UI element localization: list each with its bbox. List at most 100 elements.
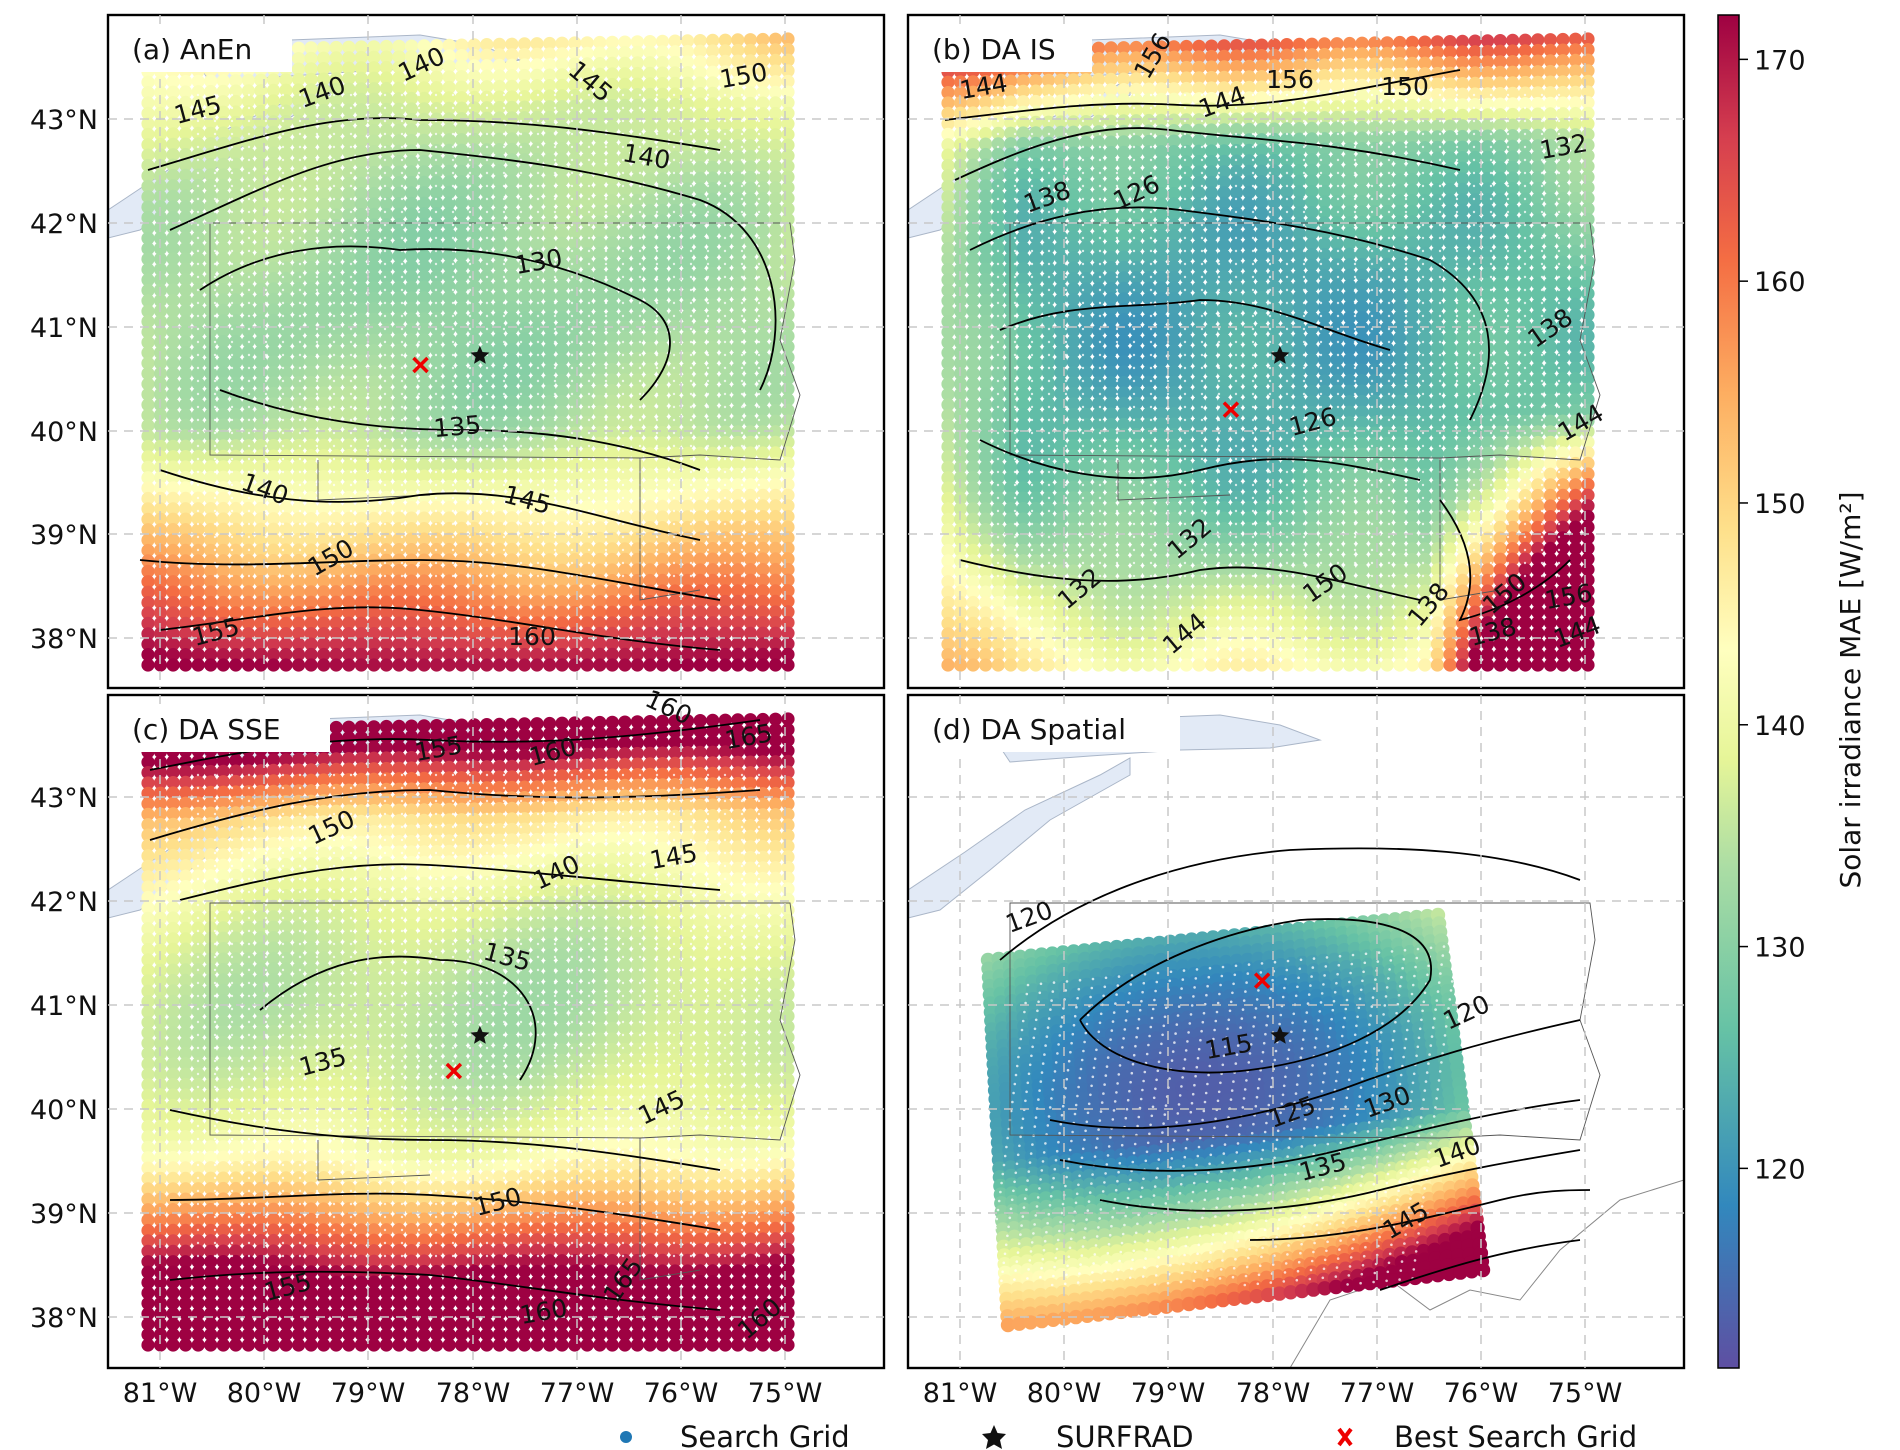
grid-point [266, 386, 281, 400]
grid-point [304, 93, 318, 107]
grid-point [367, 658, 381, 672]
grid-point [292, 135, 306, 149]
grid-point [191, 220, 205, 234]
search-grid-point [468, 106, 472, 110]
search-grid-point [247, 197, 251, 201]
grid-point [480, 258, 494, 273]
search-grid-point [485, 288, 489, 292]
search-grid-point [689, 210, 693, 214]
search-grid-point [502, 418, 506, 422]
search-grid-point [706, 431, 710, 435]
grid-point [266, 83, 281, 97]
grid-point [329, 522, 343, 536]
search-grid-point [536, 535, 540, 539]
search-grid-point [536, 93, 540, 97]
grid-point [367, 281, 381, 295]
grid-point [367, 113, 381, 127]
grid-point [379, 207, 393, 221]
search-grid-point [672, 132, 676, 136]
grid-point [292, 250, 306, 264]
grid-point [455, 374, 469, 388]
grid-point [467, 206, 481, 220]
grid-point [191, 293, 205, 307]
grid-point [304, 532, 318, 547]
grid-point [191, 522, 205, 537]
grid-point [354, 208, 368, 222]
search-grid-point [434, 171, 438, 175]
search-grid-point [672, 327, 676, 331]
grid-point [492, 143, 506, 157]
grid-point [204, 272, 218, 286]
grid-point [430, 437, 444, 452]
grid-point [241, 616, 255, 630]
search-grid-point [468, 158, 472, 162]
search-grid-point [400, 210, 404, 214]
grid-point [342, 250, 356, 264]
search-grid-point [570, 158, 574, 162]
grid-point [367, 480, 381, 494]
grid-point [404, 595, 419, 609]
grid-point [367, 417, 381, 431]
search-grid-point [604, 288, 608, 292]
search-grid-point [587, 366, 591, 370]
grid-point [304, 480, 318, 494]
grid-point [292, 417, 306, 432]
search-grid-point [604, 210, 608, 214]
search-grid-point [587, 262, 591, 266]
grid-point [266, 292, 281, 306]
grid-point [342, 637, 356, 651]
grid-point [317, 208, 331, 222]
search-grid-point [315, 418, 319, 422]
grid-point [379, 102, 393, 116]
search-grid-a [141, 32, 795, 672]
grid-point [342, 396, 356, 410]
grid-point [141, 86, 155, 100]
grid-point [317, 637, 331, 651]
grid-point [304, 229, 318, 243]
panel-title-a: (a) AnEn [132, 33, 252, 66]
search-grid-point [587, 405, 591, 409]
grid-point [543, 247, 557, 261]
grid-point [329, 103, 343, 117]
search-grid-point [298, 548, 302, 552]
grid-point [191, 304, 205, 318]
search-grid-point [417, 522, 421, 526]
search-grid-point [672, 119, 676, 123]
grid-point [292, 177, 306, 191]
search-grid-point [604, 574, 608, 578]
search-grid-point [468, 262, 472, 266]
grid-point [404, 81, 419, 95]
grid-point [354, 354, 368, 368]
grid-point [266, 627, 281, 641]
grid-point [266, 459, 281, 474]
grid-point [153, 627, 168, 641]
grid-point [392, 459, 406, 473]
grid-point [480, 132, 494, 146]
search-grid-point [366, 314, 370, 318]
search-grid-point [655, 119, 659, 123]
search-grid-point [638, 223, 642, 227]
search-grid-point [400, 392, 404, 396]
search-grid-point [366, 392, 370, 396]
search-grid-point [757, 262, 761, 266]
search-grid-point [332, 522, 336, 526]
search-grid-point [740, 535, 744, 539]
grid-point [379, 60, 393, 75]
search-grid-point [400, 327, 404, 331]
grid-point [455, 437, 469, 451]
grid-point [329, 375, 343, 389]
search-grid-point [570, 418, 574, 422]
search-grid-point [757, 561, 761, 565]
grid-point [530, 626, 544, 641]
grid-point [342, 166, 356, 180]
grid-point [216, 543, 230, 557]
grid-point [329, 176, 343, 191]
grid-point [442, 521, 456, 536]
search-grid-point [638, 171, 642, 175]
grid-point [392, 322, 406, 336]
grid-point [166, 533, 180, 547]
search-grid-point [468, 483, 472, 487]
grid-point [292, 627, 306, 641]
search-grid-point [553, 548, 557, 552]
grid-point [141, 335, 155, 349]
